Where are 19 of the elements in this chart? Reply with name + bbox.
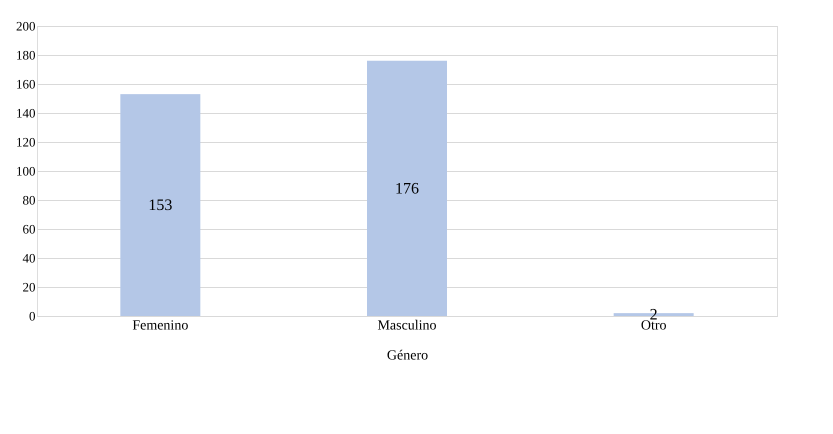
y-tick-label: 200: [16, 18, 36, 34]
x-axis-title: Género: [386, 348, 428, 364]
bar: [120, 94, 200, 316]
x-tick-label: Masculino: [377, 318, 437, 334]
y-tick-label: 120: [16, 134, 36, 150]
bar: [367, 60, 447, 316]
y-tick-label: 100: [16, 164, 36, 178]
y-tick-label: 160: [16, 76, 36, 92]
y-tick-label: 20: [22, 280, 36, 294]
y-tick-label: 180: [16, 48, 36, 62]
x-tick-label: Otro: [640, 318, 667, 334]
y-tick-label: 60: [22, 222, 36, 236]
data-label: 153: [148, 197, 172, 214]
y-tick-label: 80: [22, 192, 36, 208]
y-tick-label: 0: [29, 308, 36, 324]
x-tick-label: Femenino: [132, 318, 188, 334]
data-label: 176: [395, 180, 419, 198]
y-tick-label: 140: [16, 106, 36, 120]
y-tick-label: 40: [22, 250, 36, 266]
